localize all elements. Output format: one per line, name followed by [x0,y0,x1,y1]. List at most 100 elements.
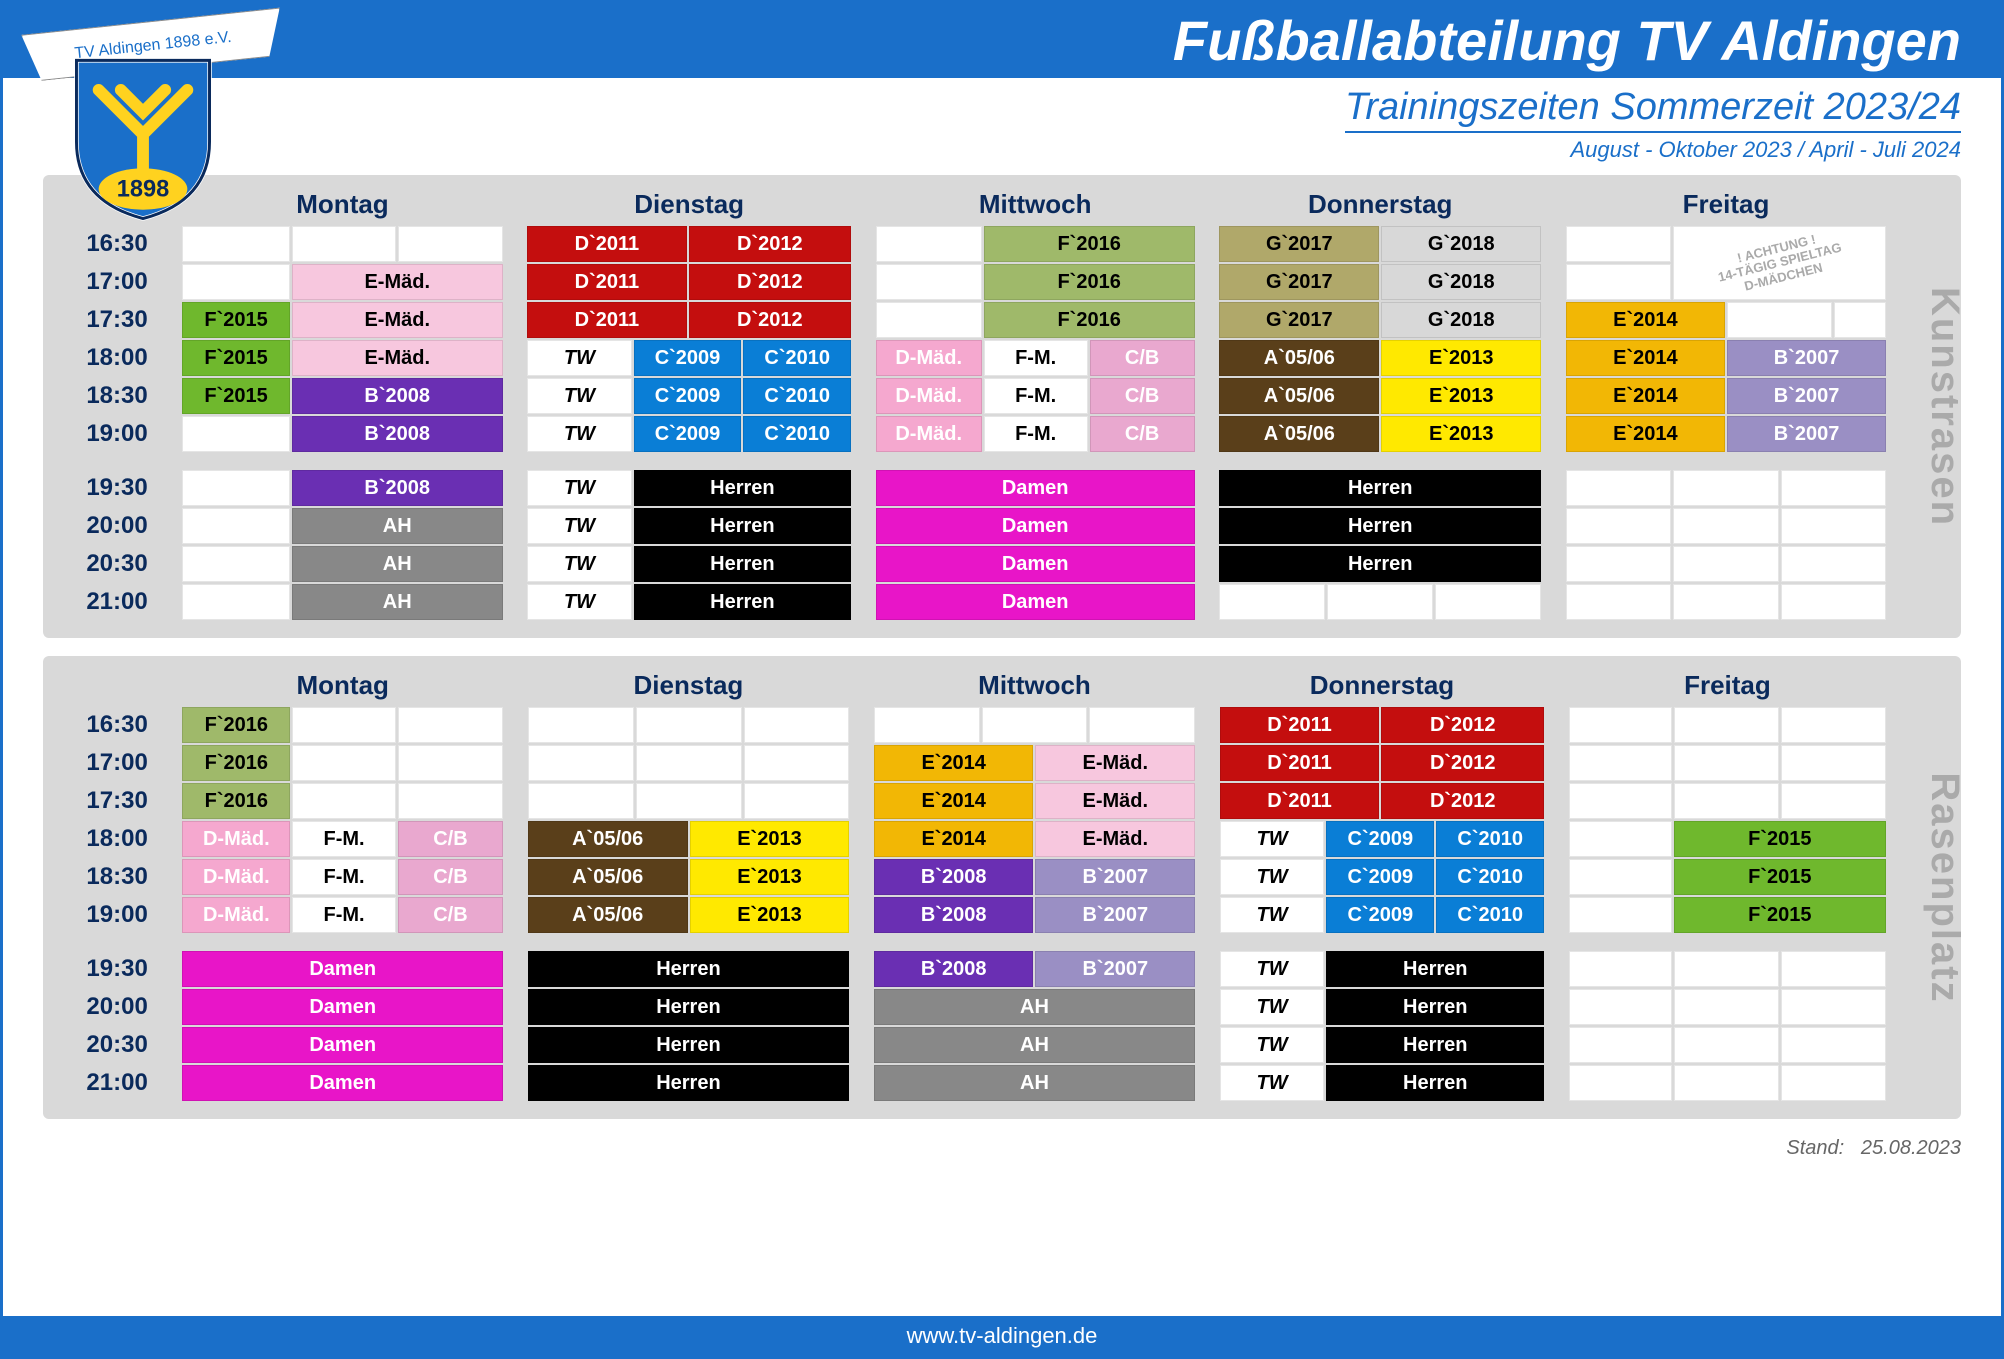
empty-cell [182,584,290,620]
team-cell-EMaed: E-Mäd. [292,340,503,376]
day-header: Montag [182,185,502,224]
team-cell-TW: TW [1220,951,1325,987]
team-cell-TW: TW [527,470,631,506]
time-label: 18:00 [65,821,158,857]
team-cell-AH: AH [874,1027,1195,1063]
team-cell-Herren: Herren [634,470,851,506]
team-cell-TW: TW [1220,1065,1325,1101]
empty-cell [528,745,634,781]
empty-cell [1569,821,1672,857]
team-cell-A0506: A`05/06 [1219,416,1379,452]
schedule-block-kunstrasen: KunstrasenMontagDienstagMittwochDonnerst… [43,175,1961,638]
empty-cell [1781,783,1886,819]
schedule-table: MontagDienstagMittwochDonnerstagFreitag1… [63,664,1941,1103]
team-cell-AH: AH [874,1065,1195,1101]
logo-shield: 1898 [68,53,218,223]
empty-cell [1569,1027,1672,1063]
team-cell-DMaed: D-Mäd. [876,416,982,452]
time-label: 20:00 [65,989,158,1025]
time-label: 17:30 [65,783,158,819]
team-cell-B2008: B`2008 [292,470,503,506]
time-label: 20:00 [65,508,158,544]
time-label: 20:30 [65,546,158,582]
empty-cell [182,226,290,262]
empty-cell [1673,508,1778,544]
empty-cell [1673,546,1778,582]
empty-cell [1673,584,1778,620]
team-cell-EMaed: E-Mäd. [1035,783,1195,819]
empty-cell [744,783,850,819]
empty-cell [1569,1065,1672,1101]
empty-cell [1673,470,1778,506]
team-cell-DMaed: D-Mäd. [182,859,290,895]
empty-cell [1569,859,1672,895]
empty-cell [1781,745,1886,781]
team-cell-D2011: D`2011 [1220,745,1380,781]
team-cell-D2012: D`2012 [1381,783,1544,819]
empty-cell [1566,584,1671,620]
team-cell-C2010: C`2010 [743,340,851,376]
empty-cell [876,226,982,262]
team-cell-F2016: F`2016 [984,226,1195,262]
team-cell-FM: F-M. [292,859,396,895]
team-cell-Damen: Damen [876,584,1195,620]
team-cell-EMaed: E-Mäd. [1035,821,1195,857]
team-cell-G2017: G`2017 [1219,226,1379,262]
team-cell-B2008: B`2008 [874,859,1034,895]
team-cell-TW: TW [527,340,631,376]
empty-cell [1435,584,1541,620]
team-cell-FM: F-M. [984,340,1088,376]
team-cell-E2014: E`2014 [1566,302,1725,338]
team-cell-FM: F-M. [984,416,1088,452]
time-label: 16:30 [65,226,158,262]
day-header: Mittwoch [876,185,1195,224]
empty-cell [1569,989,1672,1025]
empty-cell [1674,989,1779,1025]
svg-text:1898: 1898 [117,176,170,202]
time-label: 17:30 [65,302,158,338]
team-cell-AH: AH [292,546,503,582]
team-cell-Herren: Herren [1326,989,1544,1025]
team-cell-TW: TW [527,416,631,452]
team-cell-C2009: C`2009 [1326,897,1434,933]
team-cell-TW: TW [527,584,631,620]
empty-cell [528,783,634,819]
empty-cell [1569,745,1672,781]
team-cell-C2009: C`2009 [1326,821,1434,857]
note-cell: ! ACHTUNG !14-TÄGIG SPIELTAGD-MÄDCHEN [1673,226,1886,300]
team-cell-Herren: Herren [1326,951,1544,987]
empty-cell [744,745,850,781]
team-cell-E2013: E`2013 [1381,378,1541,414]
team-cell-D2011: D`2011 [527,264,686,300]
team-cell-EMaed: E-Mäd. [1035,745,1195,781]
empty-cell [398,707,503,743]
team-cell-F2015: F`2015 [1674,897,1886,933]
team-cell-B2008: B`2008 [874,897,1034,933]
empty-cell [1674,707,1779,743]
time-label: 20:30 [65,1027,158,1063]
empty-cell [1566,546,1671,582]
team-cell-E2014: E`2014 [1566,416,1725,452]
empty-cell [1566,264,1671,300]
team-cell-F2016: F`2016 [984,264,1195,300]
team-cell-EMaed: E-Mäd. [292,302,503,338]
team-cell-TW: TW [1220,1027,1325,1063]
team-cell-CB: C/B [398,859,503,895]
time-label: 19:00 [65,897,158,933]
team-cell-D2012: D`2012 [689,264,852,300]
team-cell-F2016: F`2016 [182,707,290,743]
team-cell-DMaed: D-Mäd. [876,340,982,376]
team-cell-C2009: C`2009 [634,340,742,376]
team-cell-Damen: Damen [182,1065,502,1101]
team-cell-D2011: D`2011 [527,302,686,338]
day-header: Donnerstag [1219,185,1541,224]
team-cell-CB: C/B [1090,340,1195,376]
empty-cell [182,470,290,506]
empty-cell [1569,783,1672,819]
time-label: 18:30 [65,378,158,414]
team-cell-D2011: D`2011 [1220,783,1380,819]
team-cell-Herren: Herren [528,1027,850,1063]
page-title: Fußballabteilung TV Aldingen [1173,8,1961,73]
team-cell-Herren: Herren [1219,470,1541,506]
team-cell-G2018: G`2018 [1381,302,1541,338]
